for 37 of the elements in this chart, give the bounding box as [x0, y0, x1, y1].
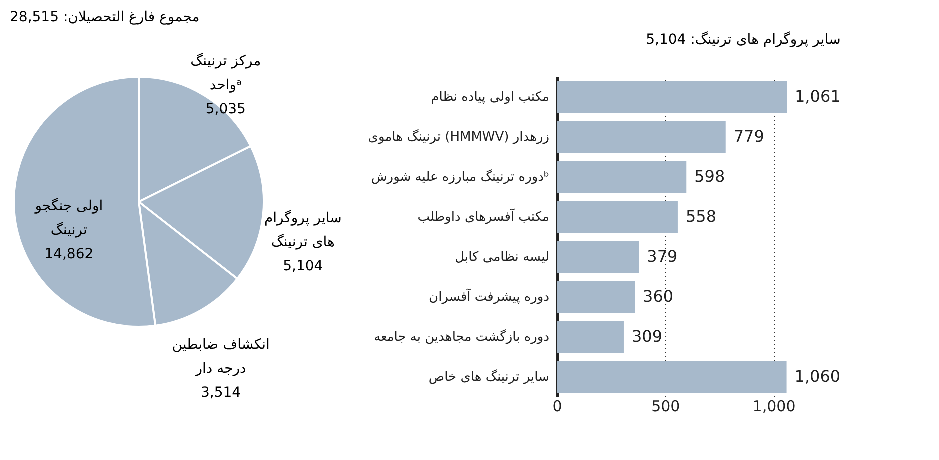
x-tick-label: 500	[652, 398, 680, 416]
data-label: 360	[643, 287, 674, 306]
y-tick-label: لیسه نظامی کابل	[455, 250, 550, 265]
bar	[557, 281, 636, 313]
data-label: 309	[632, 327, 663, 346]
chart-title: سایر پروگرام های ترنینگ: 5,104	[646, 31, 841, 48]
y-tick-label: سایر ترنینگ های خاص	[428, 369, 550, 385]
bar	[557, 361, 787, 393]
bar	[557, 161, 687, 193]
data-label: 379	[647, 247, 678, 266]
data-label: 779	[734, 127, 764, 146]
y-tick-label: دوره پیشرفت آفسران	[429, 288, 550, 305]
slice-label: سایر پروگرام های ترنینگ	[264, 210, 342, 251]
data-label: 1,060	[794, 367, 841, 386]
y-tick-label: دوره ترنینگ مبارزه علیه شورشᵇ	[371, 169, 550, 185]
data-label: 3,514	[200, 385, 242, 402]
data-label: 5,035	[206, 102, 246, 118]
x-tick-label: 0	[552, 398, 562, 416]
slice-label: اولی جنگجو ترنینگ	[34, 198, 104, 239]
bar	[557, 321, 624, 353]
y-tick-label: مکتب اولی پیاده نظام	[431, 90, 550, 105]
data-label: 598	[694, 167, 726, 186]
y-tick-label: ترنینگ هاموی (HMMWV) زرهدار	[368, 129, 550, 145]
data-label: 558	[686, 207, 717, 226]
bar	[557, 201, 678, 233]
y-tick-label: مکتب آفسرهای داوطلب	[418, 208, 550, 225]
chart-title: مجموع فارغ التحصیلان: 28,515	[10, 10, 200, 26]
data-label: 1,061	[795, 87, 841, 106]
bar	[557, 241, 640, 273]
y-tick-label: دوره بازگشت مجاهدین به جامعه	[374, 329, 550, 345]
data-label: 14,862	[44, 246, 94, 263]
x-tick-label: 1,000	[752, 398, 796, 416]
data-label: 5,104	[283, 258, 324, 275]
bar	[557, 81, 787, 113]
slice-label: مرکز ترنینگ واحدᵃ	[190, 52, 262, 94]
slice-label: انکشاف ضابطین درجه دار	[172, 337, 270, 378]
bar	[557, 121, 726, 153]
